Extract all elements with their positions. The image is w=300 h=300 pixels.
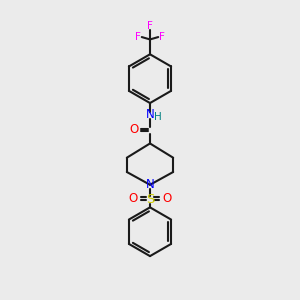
Text: F: F	[159, 32, 165, 42]
Text: S: S	[146, 193, 154, 206]
Text: F: F	[147, 21, 153, 31]
Text: O: O	[162, 192, 172, 205]
Text: H: H	[154, 112, 162, 122]
Text: F: F	[135, 32, 141, 42]
Text: O: O	[128, 192, 138, 205]
Text: O: O	[129, 123, 139, 136]
Text: N: N	[146, 178, 154, 191]
Text: N: N	[146, 108, 154, 121]
